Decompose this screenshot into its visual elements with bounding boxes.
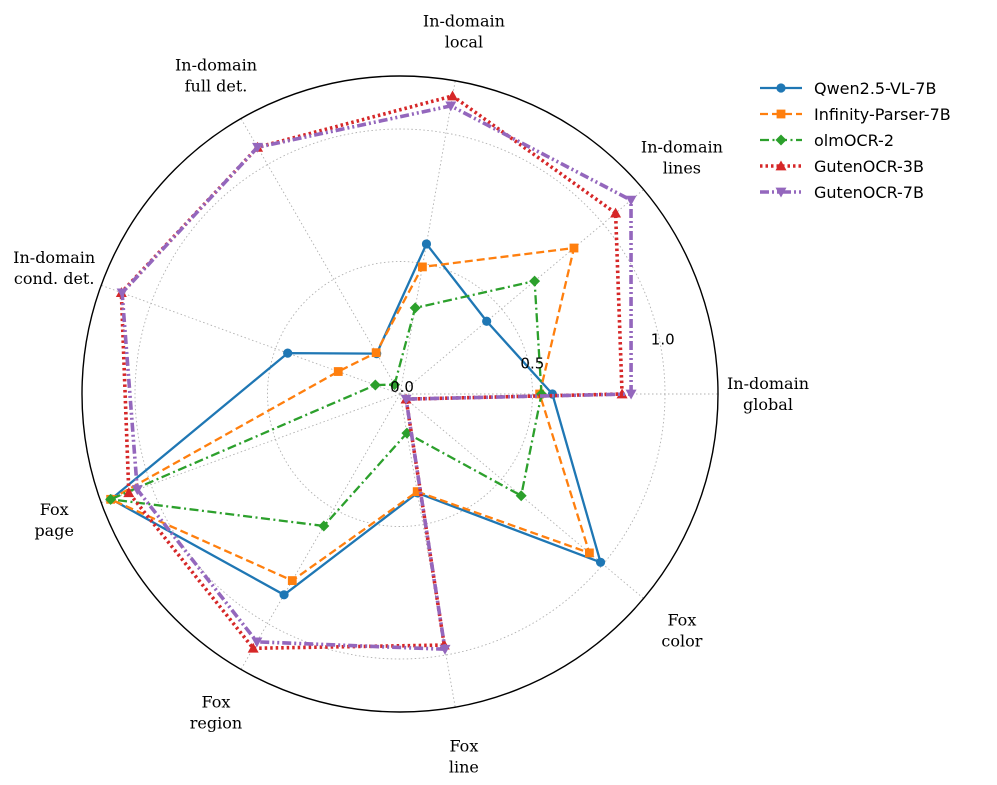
radial-gridline xyxy=(240,393,401,670)
data-point xyxy=(131,485,143,496)
axis-label: Fox page xyxy=(34,500,74,540)
radial-gridline xyxy=(101,393,401,504)
data-point xyxy=(251,637,263,648)
data-point xyxy=(400,394,412,405)
radial-tick-label: 0.5 xyxy=(520,354,544,372)
data-point xyxy=(569,243,579,253)
data-point xyxy=(418,262,427,272)
data-point xyxy=(529,275,541,287)
data-point xyxy=(585,548,594,558)
axis-label: Fox color xyxy=(661,611,702,651)
data-point xyxy=(333,367,343,376)
data-point xyxy=(482,316,492,326)
series-line xyxy=(109,246,591,582)
data-point xyxy=(775,160,787,171)
data-point xyxy=(116,288,128,299)
data-point xyxy=(775,134,787,146)
axis-label: In-domain lines xyxy=(641,137,723,177)
legend-label: olmOCR-2 xyxy=(814,131,894,150)
data-point xyxy=(247,642,259,653)
data-point xyxy=(447,90,459,101)
data-point xyxy=(287,576,297,585)
data-point xyxy=(105,493,117,505)
series-infinity-parser-7b xyxy=(106,243,594,585)
data-point xyxy=(625,389,637,400)
axis-label: In-domain local xyxy=(423,12,505,52)
radar-grid xyxy=(81,75,719,713)
series-gutenocr-7b xyxy=(116,101,637,655)
data-point xyxy=(389,379,401,391)
circular-gridline xyxy=(267,261,533,527)
radial-gridline xyxy=(399,393,456,708)
radial-gridline xyxy=(240,118,401,395)
data-point xyxy=(369,379,381,391)
data-point xyxy=(123,487,135,498)
data-point xyxy=(625,195,637,206)
radial-gridline xyxy=(399,189,644,395)
series-line xyxy=(120,104,633,652)
data-point xyxy=(371,348,381,358)
legend-entry: GutenOCR-3B xyxy=(760,157,924,176)
radar-series xyxy=(105,90,637,655)
series-gutenocr-3b xyxy=(115,90,628,653)
series-line xyxy=(109,279,543,528)
legend: Qwen2.5-VL-7B Infinity-Parser-7B olmOCR-2 G… xyxy=(760,79,951,202)
data-point xyxy=(421,239,432,249)
legend-entry: Qwen2.5-VL-7B xyxy=(760,79,936,98)
data-point xyxy=(409,302,421,314)
radial-gridline xyxy=(101,284,401,395)
radial-gridline xyxy=(399,80,456,395)
data-point xyxy=(515,490,527,502)
data-point xyxy=(776,109,786,119)
legend-label: Infinity-Parser-7B xyxy=(814,105,951,124)
data-point xyxy=(775,187,787,198)
radial-tick-labels: 0.0 0.5 1.0 xyxy=(390,331,675,396)
legend-entry: GutenOCR-7B xyxy=(760,183,924,202)
axis-label: In-domain cond. det. xyxy=(13,248,95,288)
data-point xyxy=(283,348,293,358)
data-point xyxy=(412,487,422,497)
data-point xyxy=(610,207,622,218)
legend-entry: olmOCR-2 xyxy=(760,131,894,150)
data-point xyxy=(595,557,606,567)
radial-tick-label: 0.0 xyxy=(390,378,414,396)
circular-gridline xyxy=(134,128,666,660)
data-point xyxy=(279,590,289,600)
radial-tick-label: 1.0 xyxy=(651,331,675,349)
legend-entry: Infinity-Parser-7B xyxy=(760,105,951,124)
legend-label: GutenOCR-3B xyxy=(814,157,924,176)
data-point xyxy=(318,520,330,532)
axis-labels: In-domain global In-domain lines In-domain lo… xyxy=(13,12,809,777)
axis-label: In-domain full det. xyxy=(175,55,257,95)
data-point xyxy=(776,83,786,93)
outer-frame xyxy=(81,75,719,713)
axis-label: In-domain global xyxy=(727,374,809,414)
data-point xyxy=(445,101,457,112)
axis-label: Fox region xyxy=(190,693,242,733)
legend-label: GutenOCR-7B xyxy=(814,183,924,202)
data-point xyxy=(252,142,264,153)
axis-label: Fox line xyxy=(449,736,479,776)
legend-label: Qwen2.5-VL-7B xyxy=(814,79,936,98)
series-line xyxy=(109,242,602,596)
data-point xyxy=(439,644,451,655)
series-line xyxy=(119,94,624,651)
